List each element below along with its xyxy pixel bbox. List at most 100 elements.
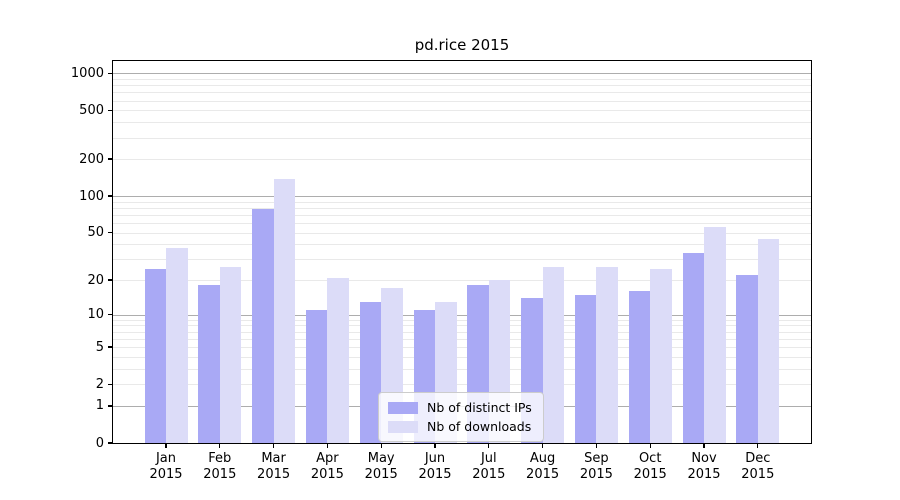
legend-swatch-downloads <box>388 420 418 433</box>
x-tick-mark <box>757 443 759 448</box>
minor-gridline <box>113 232 811 234</box>
x-tick-year: 2015 <box>257 467 291 482</box>
bar-nb-of-distinct-ips-dec-2015 <box>736 275 758 443</box>
y-tick-mark <box>108 109 113 111</box>
plot-area: Nb of distinct IPs Nb of downloads <box>112 60 812 444</box>
y-tick-label: 50 <box>87 225 104 241</box>
x-tick-month: Sep <box>584 451 609 466</box>
minor-gridline <box>113 122 811 124</box>
y-tick-mark <box>108 442 113 444</box>
x-tick-mark <box>488 443 490 448</box>
y-tick-mark <box>108 72 113 74</box>
x-tick-label: Mar 2015 <box>244 451 304 483</box>
bar-nb-of-distinct-ips-may-2015 <box>359 301 382 443</box>
y-tick-label: 1000 <box>70 65 104 81</box>
x-tick-month: Oct <box>638 451 662 466</box>
y-tick-label: 5 <box>95 339 104 355</box>
bar-nb-of-distinct-ips-oct-2015 <box>628 291 651 443</box>
x-tick-month: Jan <box>155 451 177 466</box>
minor-gridline <box>113 85 811 87</box>
x-tick-label: Apr 2015 <box>297 451 357 483</box>
x-tick-year: 2015 <box>526 467 560 482</box>
y-tick-mark <box>108 313 113 316</box>
x-tick-label: Aug 2015 <box>513 451 573 483</box>
x-tick-mark <box>541 443 544 448</box>
minor-gridline <box>113 331 811 333</box>
legend-item-downloads: Nb of downloads <box>379 417 543 436</box>
minor-gridline <box>113 244 811 246</box>
minor-gridline <box>113 100 811 102</box>
minor-gridline <box>113 347 811 349</box>
x-tick-label: Dec 2015 <box>728 451 788 483</box>
x-tick-month: Feb <box>208 451 232 466</box>
minor-gridline <box>113 280 811 282</box>
x-tick-mark <box>703 443 705 448</box>
y-tick-label: 0 <box>95 435 104 451</box>
minor-gridline <box>113 159 811 161</box>
x-tick-label: May 2015 <box>351 451 411 483</box>
bar-nb-of-distinct-ips-apr-2015 <box>305 310 328 443</box>
minor-gridline <box>113 137 811 139</box>
x-tick-mark <box>649 443 651 448</box>
x-tick-month: Apr <box>316 451 339 466</box>
x-tick-month: May <box>367 451 395 466</box>
bar-nb-of-distinct-ips-mar-2015 <box>252 209 274 443</box>
x-tick-year: 2015 <box>364 467 398 482</box>
bar-nb-of-downloads-sep-2015 <box>596 266 618 443</box>
bar-nb-of-downloads-feb-2015 <box>219 266 242 443</box>
minor-gridline <box>113 368 811 370</box>
y-tick-mark <box>108 158 113 160</box>
y-tick-mark <box>108 346 113 348</box>
x-tick-month: Mar <box>261 451 286 466</box>
x-tick-label: Feb 2015 <box>190 451 250 483</box>
x-tick-mark <box>434 443 436 448</box>
bar-nb-of-downloads-oct-2015 <box>650 268 672 443</box>
minor-gridline <box>113 259 811 261</box>
x-tick-mark <box>380 443 382 448</box>
x-tick-label: Oct 2015 <box>620 451 680 483</box>
x-tick-label: Jun 2015 <box>405 451 465 483</box>
x-tick-year: 2015 <box>741 467 775 482</box>
minor-gridline <box>113 207 811 209</box>
bar-nb-of-distinct-ips-sep-2015 <box>574 294 597 443</box>
x-tick-mark <box>326 443 329 448</box>
x-tick-year: 2015 <box>472 467 506 482</box>
minor-gridline <box>113 325 811 327</box>
y-tick-mark <box>108 279 113 281</box>
y-tick-mark <box>108 405 113 407</box>
chart-title: pd.rice 2015 <box>414 36 510 54</box>
x-tick-month: Nov <box>691 451 717 466</box>
y-tick-label: 100 <box>79 188 104 204</box>
bar-nb-of-downloads-apr-2015 <box>327 277 349 443</box>
x-tick-mark <box>272 443 275 448</box>
major-gridline <box>113 196 811 198</box>
minor-gridline <box>113 78 811 80</box>
x-tick-label: Jul 2015 <box>459 451 519 483</box>
bar-nb-of-distinct-ips-feb-2015 <box>198 285 220 443</box>
major-gridline <box>113 314 811 316</box>
bar-nb-of-downloads-aug-2015 <box>542 266 565 443</box>
minor-gridline <box>113 110 811 112</box>
y-tick-label: 20 <box>87 272 104 288</box>
x-tick-mark <box>219 443 221 448</box>
x-tick-year: 2015 <box>203 467 237 482</box>
x-tick-year: 2015 <box>579 467 613 482</box>
x-tick-month: Jun <box>424 451 446 466</box>
minor-gridline <box>113 201 811 203</box>
bar-nb-of-distinct-ips-jan-2015 <box>144 268 166 443</box>
minor-gridline <box>113 384 811 386</box>
y-tick-mark <box>108 195 113 197</box>
bar-nb-of-downloads-nov-2015 <box>704 226 726 443</box>
legend: Nb of distinct IPs Nb of downloads <box>378 392 544 442</box>
bar-nb-of-downloads-mar-2015 <box>273 179 296 443</box>
minor-gridline <box>113 92 811 94</box>
x-tick-year: 2015 <box>149 467 183 482</box>
legend-swatch-distinct-ips <box>388 401 418 414</box>
y-tick-mark <box>108 231 113 234</box>
x-tick-year: 2015 <box>687 467 721 482</box>
x-tick-month: Aug <box>529 451 556 466</box>
y-tick-label: 1 <box>95 398 104 414</box>
minor-gridline <box>113 338 811 340</box>
x-tick-year: 2015 <box>310 467 344 482</box>
